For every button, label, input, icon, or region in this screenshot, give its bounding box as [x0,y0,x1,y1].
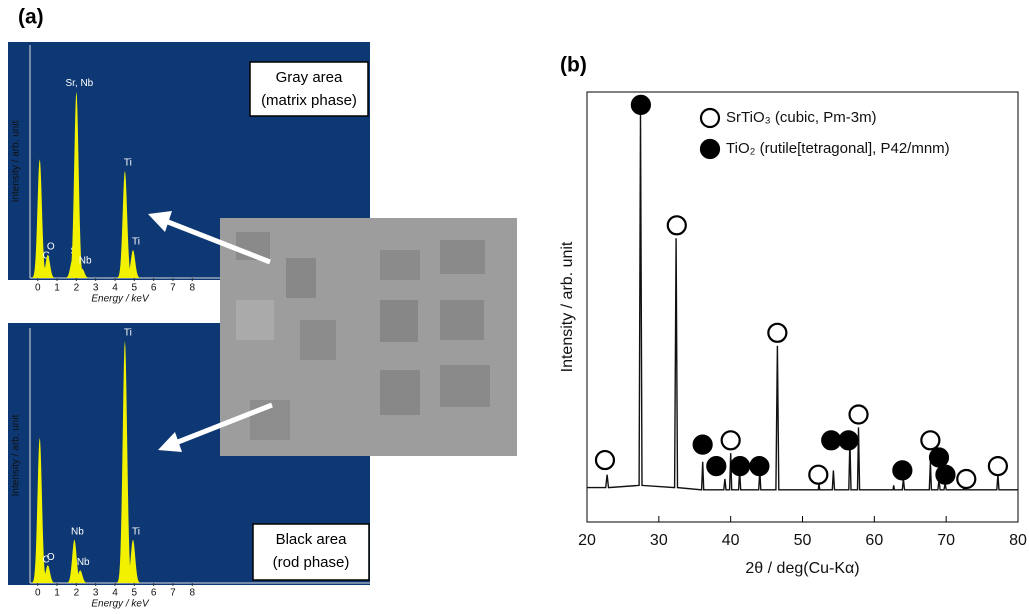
spectrum-peak [123,539,142,583]
spectrum-peak [34,567,53,583]
micrograph [220,218,517,456]
spectrum-peak [38,565,57,583]
x-tick-label: 4 [112,283,118,294]
x-tick-label: 1 [54,283,60,294]
peak-marker [692,434,713,455]
x-tick-label: 2 [74,588,80,599]
peak-marker [630,94,651,116]
spectrum-peak [73,268,92,278]
peak-label: O [47,552,55,563]
x-tick-label: 6 [151,588,157,599]
xrd-pattern [587,113,1018,491]
legend-marker [699,107,721,129]
x-tick-label: 5 [132,283,138,294]
x-tick-label: 3 [93,588,99,599]
spectrum-peak [115,170,134,278]
spectrum-peak [123,250,142,278]
peak-marker [987,456,1008,477]
x-tick-label: 7 [170,283,176,294]
panel-label: (a) [18,6,44,29]
annotation-box [249,61,369,117]
x-tick-label: 60 [865,532,883,549]
spectrum-peak [71,570,90,583]
peak-label: Ti [132,526,140,537]
peak-label: Sr, Nb [65,78,93,89]
peak-label: Nb [79,255,92,266]
spectrum-peak [67,91,86,278]
peak-marker [838,430,859,451]
x-tick-label: 0 [35,283,41,294]
x-tick-label: 80 [1009,532,1027,549]
peak-marker [808,464,829,485]
peak-marker [956,468,977,490]
x-tick-label: 3 [93,283,99,294]
y-axis-label: Intensity / arb. unit [11,414,22,496]
x-tick-label: 7 [170,588,176,599]
x-tick-label: 1 [54,588,60,599]
x-tick-label: 20 [578,532,596,549]
peak-label: C [43,554,50,565]
peak-label: Nb [71,526,84,537]
x-tick-label: 6 [151,283,157,294]
spectrum-peak [65,539,84,583]
spectrum-peak [30,437,49,583]
spectrum-peak [115,340,134,583]
peak-label: Ti [124,327,132,338]
peak-marker [928,447,950,468]
x-tick-label: 8 [189,283,195,294]
annotation-text: Gray area [276,69,343,86]
peak-marker [720,430,741,451]
peak-marker [935,464,956,485]
peak-label: Nb [77,557,90,568]
spectrum-peak [30,159,49,278]
x-tick-label: 0 [35,588,41,599]
annotation-box [252,523,370,581]
arrows [148,211,273,452]
peak-marker [892,460,913,481]
x-axis-label: Energy / keV [91,294,150,305]
x-tick-label: 4 [112,588,118,599]
peak-marker [666,215,687,236]
peak-marker [706,456,727,477]
legend-label: TiO₂ (rutile[tetragonal], P42/mnm) [726,140,950,157]
legend-label: SrTiO₃ (cubic, Pm-3m) [726,109,877,126]
peak-marker [767,322,788,343]
peak-marker [729,456,751,477]
x-axis-label: Energy / keV [91,599,150,609]
legend-marker [699,138,721,160]
y-axis-label: Intensity / arb. unit [11,120,22,202]
y-axis-label: Intensity / arb. unit [559,241,576,372]
spectrum-peak [38,254,57,278]
peak-label: O [47,241,55,252]
x-axis-label: 2θ / deg(Cu-Kα) [745,560,859,577]
peak-label: Ti [132,237,140,248]
peak-marker [749,456,770,477]
x-tick-label: 8 [189,588,195,599]
spectrum-peak [34,264,53,278]
panel-label: (b) [560,54,587,77]
annotation-text: (matrix phase) [261,92,357,109]
peak-label: C [43,251,50,262]
peak-marker [821,430,842,451]
x-tick-label: 5 [132,588,138,599]
x-tick-label: 50 [794,532,812,549]
x-tick-label: 70 [937,532,955,549]
x-tick-label: 30 [650,532,668,549]
annotation-text: (rod phase) [273,554,350,571]
peak-marker [594,449,616,471]
peak-marker [848,404,869,425]
x-tick-label: 40 [722,532,740,549]
peak-marker [920,430,941,451]
x-tick-label: 2 [74,283,80,294]
annotation-text: Black area [276,531,348,548]
peak-label: Ti [124,157,132,168]
